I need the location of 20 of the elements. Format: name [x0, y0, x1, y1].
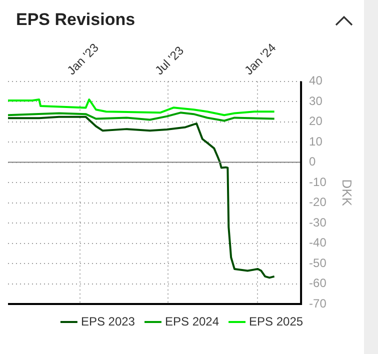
y-tick-label: -70: [309, 296, 327, 310]
y-tick-label: 30: [309, 94, 323, 108]
y-tick-label: -50: [309, 256, 327, 270]
legend-label: EPS 2025: [249, 314, 304, 328]
y-tick-label: 40: [309, 74, 323, 88]
y-tick-label: 0: [309, 154, 316, 169]
y-axis-title: DKK: [340, 179, 355, 206]
y-tick-label: 20: [309, 114, 323, 128]
y-tick-label: -40: [309, 236, 327, 250]
x-tick-label: Jul '23: [152, 43, 187, 78]
y-tick-label: 10: [309, 134, 323, 148]
x-tick-label: Jan '24: [242, 40, 279, 78]
y-tick-label: -20: [309, 195, 327, 210]
y-tick-label: -60: [309, 276, 327, 290]
legend-label: EPS 2024: [164, 314, 220, 328]
legend-label: EPS 2023: [80, 314, 136, 328]
chart-title: EPS Revisions: [16, 10, 136, 30]
y-tick-label: -10: [309, 174, 327, 189]
x-tick-label: Jan '23: [64, 40, 102, 78]
y-tick-label: -30: [309, 215, 327, 230]
